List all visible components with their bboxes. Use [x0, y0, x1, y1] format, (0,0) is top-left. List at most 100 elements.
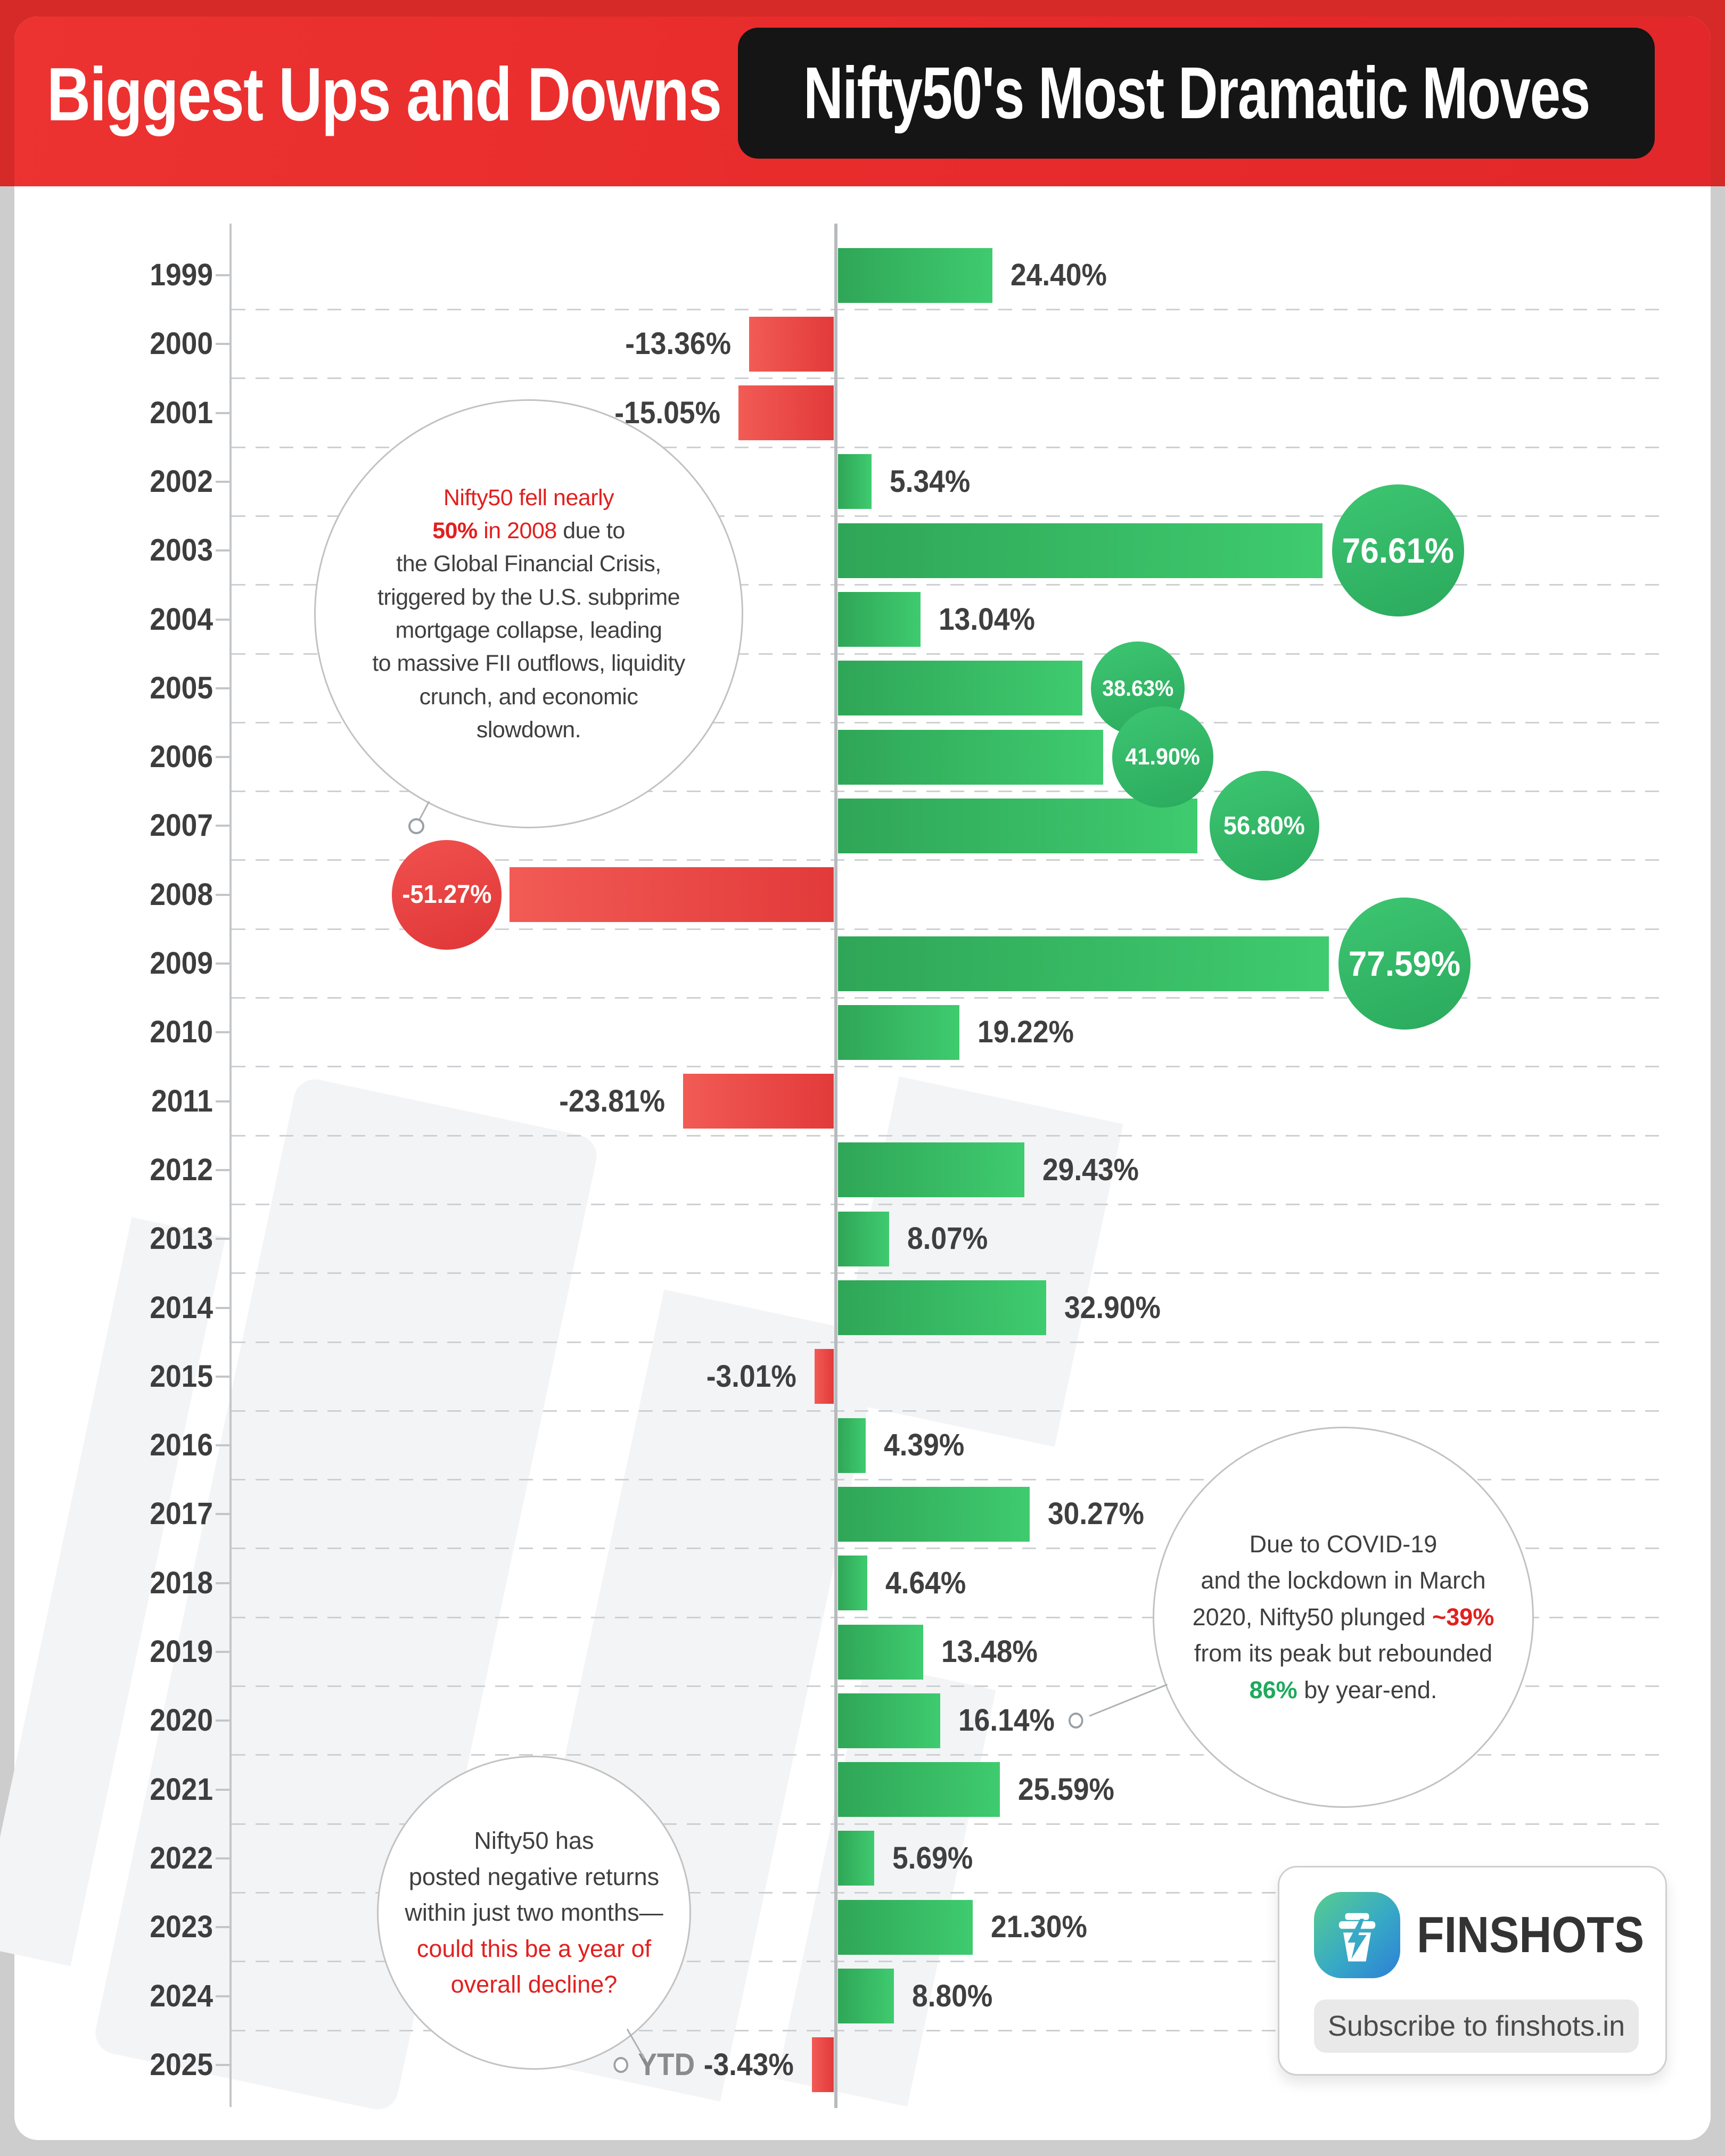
year-label-2012: 2012 [150, 1152, 213, 1187]
bar-2011 [683, 1074, 834, 1129]
row-separator [232, 1891, 1669, 1894]
row-separator [232, 1961, 1669, 1963]
bar-label-2025: YTD -3.43% [613, 2044, 794, 2086]
year-label-2018: 2018 [150, 1565, 213, 1600]
row-separator [232, 1134, 1669, 1137]
annotation-bubble-ytd: Nifty50 has posted negative returns within… [377, 1756, 691, 2070]
bar-2018 [838, 1556, 868, 1611]
bar-2012 [838, 1142, 1024, 1198]
bar-label-2016: 4.39% [884, 1428, 965, 1463]
circle-value: 41.90% [1125, 744, 1200, 770]
year-tick [216, 343, 231, 345]
row-separator [232, 1341, 1669, 1343]
annotation-bubble-2008-crash: Nifty50 fell nearly 50% in 2008 due to the… [314, 399, 743, 828]
year-label-2022: 2022 [150, 1840, 213, 1875]
row-separator [232, 377, 1669, 380]
year-label-2016: 2016 [150, 1428, 213, 1463]
year-tick [216, 274, 231, 276]
bar-2009 [838, 936, 1329, 991]
bar-2005 [838, 661, 1082, 716]
year-label-2025: 2025 [150, 2047, 213, 2082]
year-axis-line [229, 224, 232, 2107]
bar-label-2010: 19.22% [978, 1015, 1074, 1050]
highlight-circle-2009: 77.59% [1338, 898, 1471, 1030]
year-tick [216, 1651, 231, 1653]
row-separator [232, 446, 1669, 448]
annotation-bubble-covid: Due to COVID-19 and the lockdown in March… [1153, 1427, 1534, 1808]
highlight-circle-2008: -51.27% [391, 840, 502, 950]
year-label-2001: 2001 [150, 395, 213, 430]
bar-label-2019: 13.48% [941, 1634, 1038, 1669]
row-separator [232, 309, 1669, 310]
connector-ring [1068, 1713, 1083, 1729]
bar-label-2012: 29.43% [1042, 1152, 1139, 1187]
row-separator [232, 997, 1669, 999]
year-tick [216, 1306, 231, 1309]
bar-2021 [838, 1762, 1000, 1817]
row-separator [232, 1410, 1669, 1412]
circle-value: 77.59% [1348, 944, 1460, 983]
bar-label-2024: 8.80% [911, 1978, 992, 2013]
year-tick [216, 893, 231, 896]
year-tick [216, 1168, 231, 1171]
row-separator [232, 859, 1669, 861]
bar-label-2021: 25.59% [1018, 1772, 1114, 1807]
year-tick [216, 1995, 231, 1997]
ytd-prefix: YTD [638, 2047, 695, 2082]
highlight-circle-2003: 76.61% [1332, 484, 1465, 617]
annotation-text: Nifty50 has posted negative returns within… [405, 1827, 663, 1998]
row-separator [232, 515, 1669, 517]
year-label-2005: 2005 [150, 670, 213, 705]
bar-label-2004: 13.04% [938, 602, 1035, 637]
bar-label-2002: 5.34% [890, 464, 971, 499]
year-label-2011: 2011 [151, 1083, 213, 1118]
year-tick [216, 1513, 231, 1516]
year-label-2007: 2007 [150, 808, 213, 843]
year-tick [216, 1719, 231, 1722]
year-tick [216, 412, 231, 414]
year-tick [216, 756, 231, 759]
bar-2004 [838, 592, 921, 647]
year-label-2020: 2020 [150, 1703, 213, 1738]
bar-label-2013: 8.07% [907, 1221, 988, 1256]
year-tick [216, 480, 231, 483]
year-tick [216, 687, 231, 689]
circle-value: 38.63% [1102, 675, 1173, 701]
subtitle-text: Nifty50's Most Dramatic Moves [803, 52, 1590, 134]
bar-label-2001: -15.05% [614, 395, 721, 430]
year-label-2008: 2008 [150, 877, 213, 912]
bar-2019 [838, 1624, 924, 1680]
circle-value: 56.80% [1223, 811, 1305, 840]
bar-2016 [838, 1418, 866, 1473]
row-separator [232, 1272, 1669, 1274]
zero-baseline [834, 224, 837, 2108]
year-tick [216, 1031, 231, 1034]
bar-2020 [838, 1693, 940, 1748]
row-separator [232, 1066, 1669, 1068]
year-label-2013: 2013 [150, 1221, 213, 1256]
bar-2024 [838, 1969, 894, 2023]
row-separator [232, 1754, 1669, 1756]
year-label-2002: 2002 [150, 464, 213, 499]
circle-value: -51.27% [401, 880, 491, 909]
year-tick [216, 1857, 231, 1859]
year-label-2023: 2023 [150, 1910, 213, 1945]
subscribe-button[interactable]: Subscribe to finshots.in [1314, 1999, 1639, 2053]
subtitle-badge: Nifty50's Most Dramatic Moves [738, 28, 1655, 159]
bar-2015 [815, 1349, 834, 1404]
row-separator [232, 1203, 1669, 1205]
brand-card: FINSHOTS Subscribe to finshots.in [1278, 1866, 1667, 2076]
page-title: Biggest Ups and Downs [47, 52, 722, 137]
row-separator [232, 584, 1669, 586]
year-tick [216, 1582, 231, 1584]
row-separator [232, 1548, 1669, 1550]
finshots-logo-icon [1314, 1892, 1400, 1978]
year-label-2019: 2019 [150, 1634, 213, 1669]
bar-label-2022: 5.69% [892, 1840, 973, 1875]
annotation-text: Due to COVID-19 and the lockdown in March… [1192, 1530, 1494, 1704]
year-label-2009: 2009 [150, 946, 213, 981]
bar-2022 [838, 1831, 874, 1886]
year-label-2015: 2015 [150, 1359, 213, 1394]
bar-value: -3.43% [704, 2047, 794, 2082]
